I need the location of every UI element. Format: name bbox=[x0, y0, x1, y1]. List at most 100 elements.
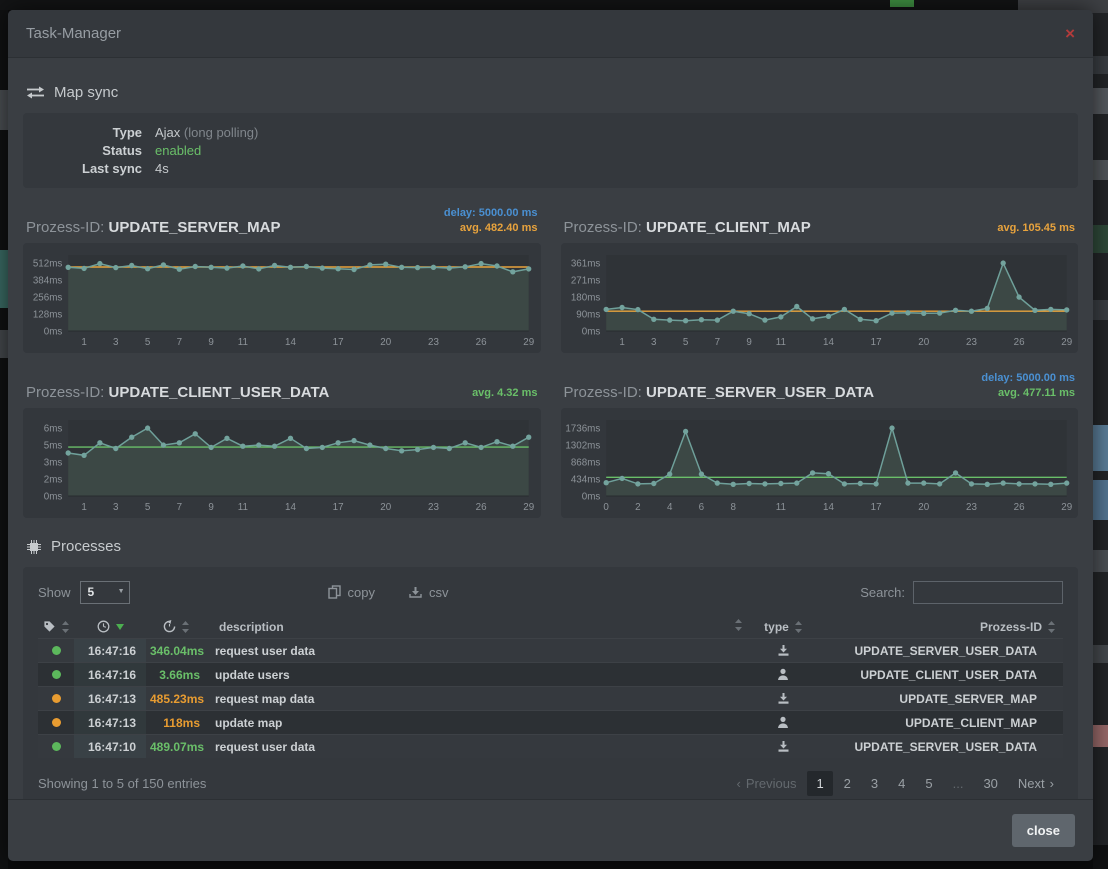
chart-canvas: 0ms128ms256ms384ms512ms13579111417202326… bbox=[23, 243, 541, 353]
chart-svg: 0ms434ms868ms1302ms1736ms024681114172023… bbox=[561, 408, 1079, 518]
copy-button[interactable]: copy bbox=[328, 585, 375, 600]
chevron-left-icon: ‹ bbox=[737, 776, 741, 791]
svg-text:180ms: 180ms bbox=[570, 293, 600, 304]
close-icon[interactable]: × bbox=[1065, 25, 1075, 42]
svg-text:26: 26 bbox=[476, 337, 487, 348]
row-duration: 485.23ms bbox=[146, 692, 206, 706]
background-page-right bbox=[1093, 0, 1108, 869]
processes-panel: Show 5 copy bbox=[23, 567, 1078, 799]
time-column-header[interactable] bbox=[74, 620, 146, 633]
row-description: update map bbox=[206, 716, 748, 730]
svg-text:5: 5 bbox=[145, 502, 151, 513]
row-time: 16:47:10 bbox=[74, 735, 146, 758]
map-sync-type-row: Type Ajax (long polling) bbox=[23, 124, 1078, 142]
row-duration: 346.04ms bbox=[146, 644, 206, 658]
svg-text:2ms: 2ms bbox=[44, 474, 63, 485]
svg-text:26: 26 bbox=[1013, 502, 1024, 513]
svg-text:29: 29 bbox=[523, 337, 534, 348]
duration-column-header[interactable] bbox=[146, 620, 206, 633]
chart-update-server-user-data: Prozess-ID: UPDATE_SERVER_USER_DATA dela… bbox=[561, 365, 1079, 518]
history-icon bbox=[163, 620, 176, 633]
row-prozess-id: UPDATE_CLIENT_MAP bbox=[818, 716, 1063, 730]
sort-desc-active-icon bbox=[116, 624, 124, 630]
map-sync-lastsync-row: Last sync 4s bbox=[23, 160, 1078, 178]
page-size-select[interactable]: 5 bbox=[80, 581, 130, 604]
table-row[interactable]: 16:47:10489.07msrequest user dataUPDATE_… bbox=[38, 734, 1063, 758]
svg-text:434ms: 434ms bbox=[570, 474, 600, 485]
svg-text:3ms: 3ms bbox=[44, 458, 63, 469]
svg-text:17: 17 bbox=[333, 337, 344, 348]
svg-text:29: 29 bbox=[523, 502, 534, 513]
chart-svg: 0ms2ms3ms5ms6ms1357911141720232629 bbox=[23, 408, 541, 518]
table-row[interactable]: 16:47:16346.04msrequest user dataUPDATE_… bbox=[38, 638, 1063, 662]
svg-text:1736ms: 1736ms bbox=[565, 424, 600, 435]
pagination-page-4[interactable]: 4 bbox=[889, 771, 914, 796]
row-time: 16:47:16 bbox=[74, 639, 146, 662]
svg-text:512ms: 512ms bbox=[33, 259, 63, 270]
pagination-page-2[interactable]: 2 bbox=[835, 771, 860, 796]
svg-text:256ms: 256ms bbox=[33, 292, 63, 303]
server-download-icon bbox=[777, 740, 790, 753]
pagination-previous[interactable]: ‹ Previous bbox=[728, 771, 806, 796]
svg-text:17: 17 bbox=[333, 502, 344, 513]
show-label: Show bbox=[38, 585, 71, 600]
row-duration: 118ms bbox=[146, 716, 206, 730]
svg-text:90ms: 90ms bbox=[576, 310, 600, 321]
table-header-row: description type P bbox=[38, 615, 1063, 638]
table-row[interactable]: 16:47:13485.23msrequest map dataUPDATE_S… bbox=[38, 686, 1063, 710]
status-column-header[interactable] bbox=[38, 620, 74, 633]
modal-title: Task-Manager bbox=[26, 25, 121, 42]
prozess-id-column-header[interactable]: Prozess-ID bbox=[818, 620, 1063, 634]
svg-text:128ms: 128ms bbox=[33, 309, 63, 320]
sort-icon bbox=[1048, 621, 1055, 633]
description-column-header[interactable]: description bbox=[206, 619, 748, 634]
modal-footer: close bbox=[8, 799, 1093, 861]
pagination: ‹ Previous12345...30Next › bbox=[728, 771, 1063, 796]
svg-text:14: 14 bbox=[823, 337, 834, 348]
export-buttons: copy csv bbox=[328, 585, 449, 600]
svg-text:14: 14 bbox=[285, 337, 296, 348]
copy-icon bbox=[328, 585, 341, 599]
svg-text:7: 7 bbox=[177, 337, 183, 348]
pagination-page-3[interactable]: 3 bbox=[862, 771, 887, 796]
pagination-next[interactable]: Next › bbox=[1009, 771, 1063, 796]
client-user-icon bbox=[777, 716, 789, 729]
svg-text:23: 23 bbox=[428, 502, 439, 513]
close-button[interactable]: close bbox=[1012, 814, 1075, 847]
search-input[interactable] bbox=[913, 581, 1063, 604]
status-dot bbox=[38, 646, 74, 655]
pagination-page-30[interactable]: 30 bbox=[974, 771, 1006, 796]
svg-text:6ms: 6ms bbox=[44, 424, 63, 435]
table-controls: Show 5 copy bbox=[38, 579, 1063, 605]
table-row[interactable]: 16:47:163.66msupdate usersUPDATE_CLIENT_… bbox=[38, 662, 1063, 686]
svg-text:3: 3 bbox=[651, 337, 657, 348]
svg-text:361ms: 361ms bbox=[570, 259, 600, 270]
svg-text:11: 11 bbox=[775, 337, 786, 348]
svg-text:9: 9 bbox=[208, 502, 214, 513]
svg-text:29: 29 bbox=[1061, 502, 1072, 513]
svg-text:0ms: 0ms bbox=[581, 491, 600, 502]
row-duration: 489.07ms bbox=[146, 740, 206, 754]
svg-text:9: 9 bbox=[208, 337, 214, 348]
entries-info: Showing 1 to 5 of 150 entries bbox=[38, 776, 206, 791]
client-user-icon bbox=[777, 668, 789, 681]
table-row[interactable]: 16:47:13118msupdate mapUPDATE_CLIENT_MAP bbox=[38, 710, 1063, 734]
page-size-select-wrap: 5 bbox=[80, 581, 130, 604]
row-prozess-id: UPDATE_SERVER_USER_DATA bbox=[818, 740, 1063, 754]
sort-icon bbox=[795, 621, 802, 633]
pagination-page-1[interactable]: 1 bbox=[807, 771, 832, 796]
chip-icon bbox=[26, 539, 42, 555]
row-description: request map data bbox=[206, 692, 748, 706]
csv-button[interactable]: csv bbox=[409, 585, 449, 600]
svg-text:0ms: 0ms bbox=[581, 326, 600, 337]
table-footer: Showing 1 to 5 of 150 entries ‹ Previous… bbox=[38, 760, 1063, 799]
svg-text:26: 26 bbox=[476, 502, 487, 513]
pagination-page-5[interactable]: 5 bbox=[916, 771, 941, 796]
row-prozess-id: UPDATE_SERVER_MAP bbox=[818, 692, 1063, 706]
svg-text:23: 23 bbox=[965, 337, 976, 348]
tag-icon bbox=[43, 620, 56, 633]
type-column-header[interactable]: type bbox=[748, 620, 818, 634]
map-sync-panel: Type Ajax (long polling) Status enabled … bbox=[23, 113, 1078, 188]
status-dot bbox=[38, 742, 74, 751]
svg-text:3: 3 bbox=[113, 502, 119, 513]
